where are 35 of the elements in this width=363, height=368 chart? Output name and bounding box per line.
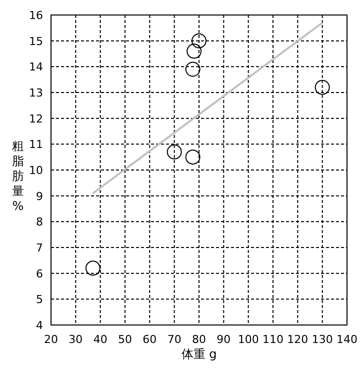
point <box>186 44 202 59</box>
y-tick-label: 5 <box>36 293 43 306</box>
point <box>185 150 200 165</box>
y-tick-label: 16 <box>29 9 43 22</box>
x-tick-label: 40 <box>93 333 108 346</box>
x-tick-label: 110 <box>262 333 284 346</box>
y-tick-label: 4 <box>36 319 43 332</box>
y-tick-label: 13 <box>29 86 43 100</box>
y-tick-label: 10 <box>29 164 43 177</box>
point <box>314 80 330 95</box>
y-tick-label: 15 <box>29 34 43 48</box>
x-tick-label: 70 <box>167 333 182 346</box>
x-tick-label: 50 <box>118 333 132 346</box>
y-tick-label: 7 <box>36 242 43 254</box>
point <box>166 144 182 160</box>
y-axis-title: 粗脂肪量% <box>12 139 24 213</box>
x-tick-label: 80 <box>192 333 206 346</box>
y-tick-label: 8 <box>36 216 43 229</box>
x-tick-label: 60 <box>142 333 157 346</box>
x-tick-label: 130 <box>312 333 333 346</box>
point <box>85 260 100 276</box>
x-tick-label: 100 <box>238 333 259 346</box>
x-tick-label: 90 <box>216 333 231 346</box>
point <box>185 62 200 77</box>
point <box>192 33 206 48</box>
x-tick-label: 30 <box>68 333 83 346</box>
x-tick-label: 120 <box>287 333 308 346</box>
y-tick-label: 11 <box>29 138 43 152</box>
y-tick-label: 14 <box>29 60 43 74</box>
y-tick-label: 9 <box>36 190 43 203</box>
x-tick-label: 140 <box>336 333 358 346</box>
x-axis-title: 体重 g <box>181 347 217 361</box>
x-tick-label: 20 <box>44 333 58 346</box>
y-tick-label: 12 <box>29 112 43 126</box>
y-tick-label: 6 <box>36 267 43 280</box>
